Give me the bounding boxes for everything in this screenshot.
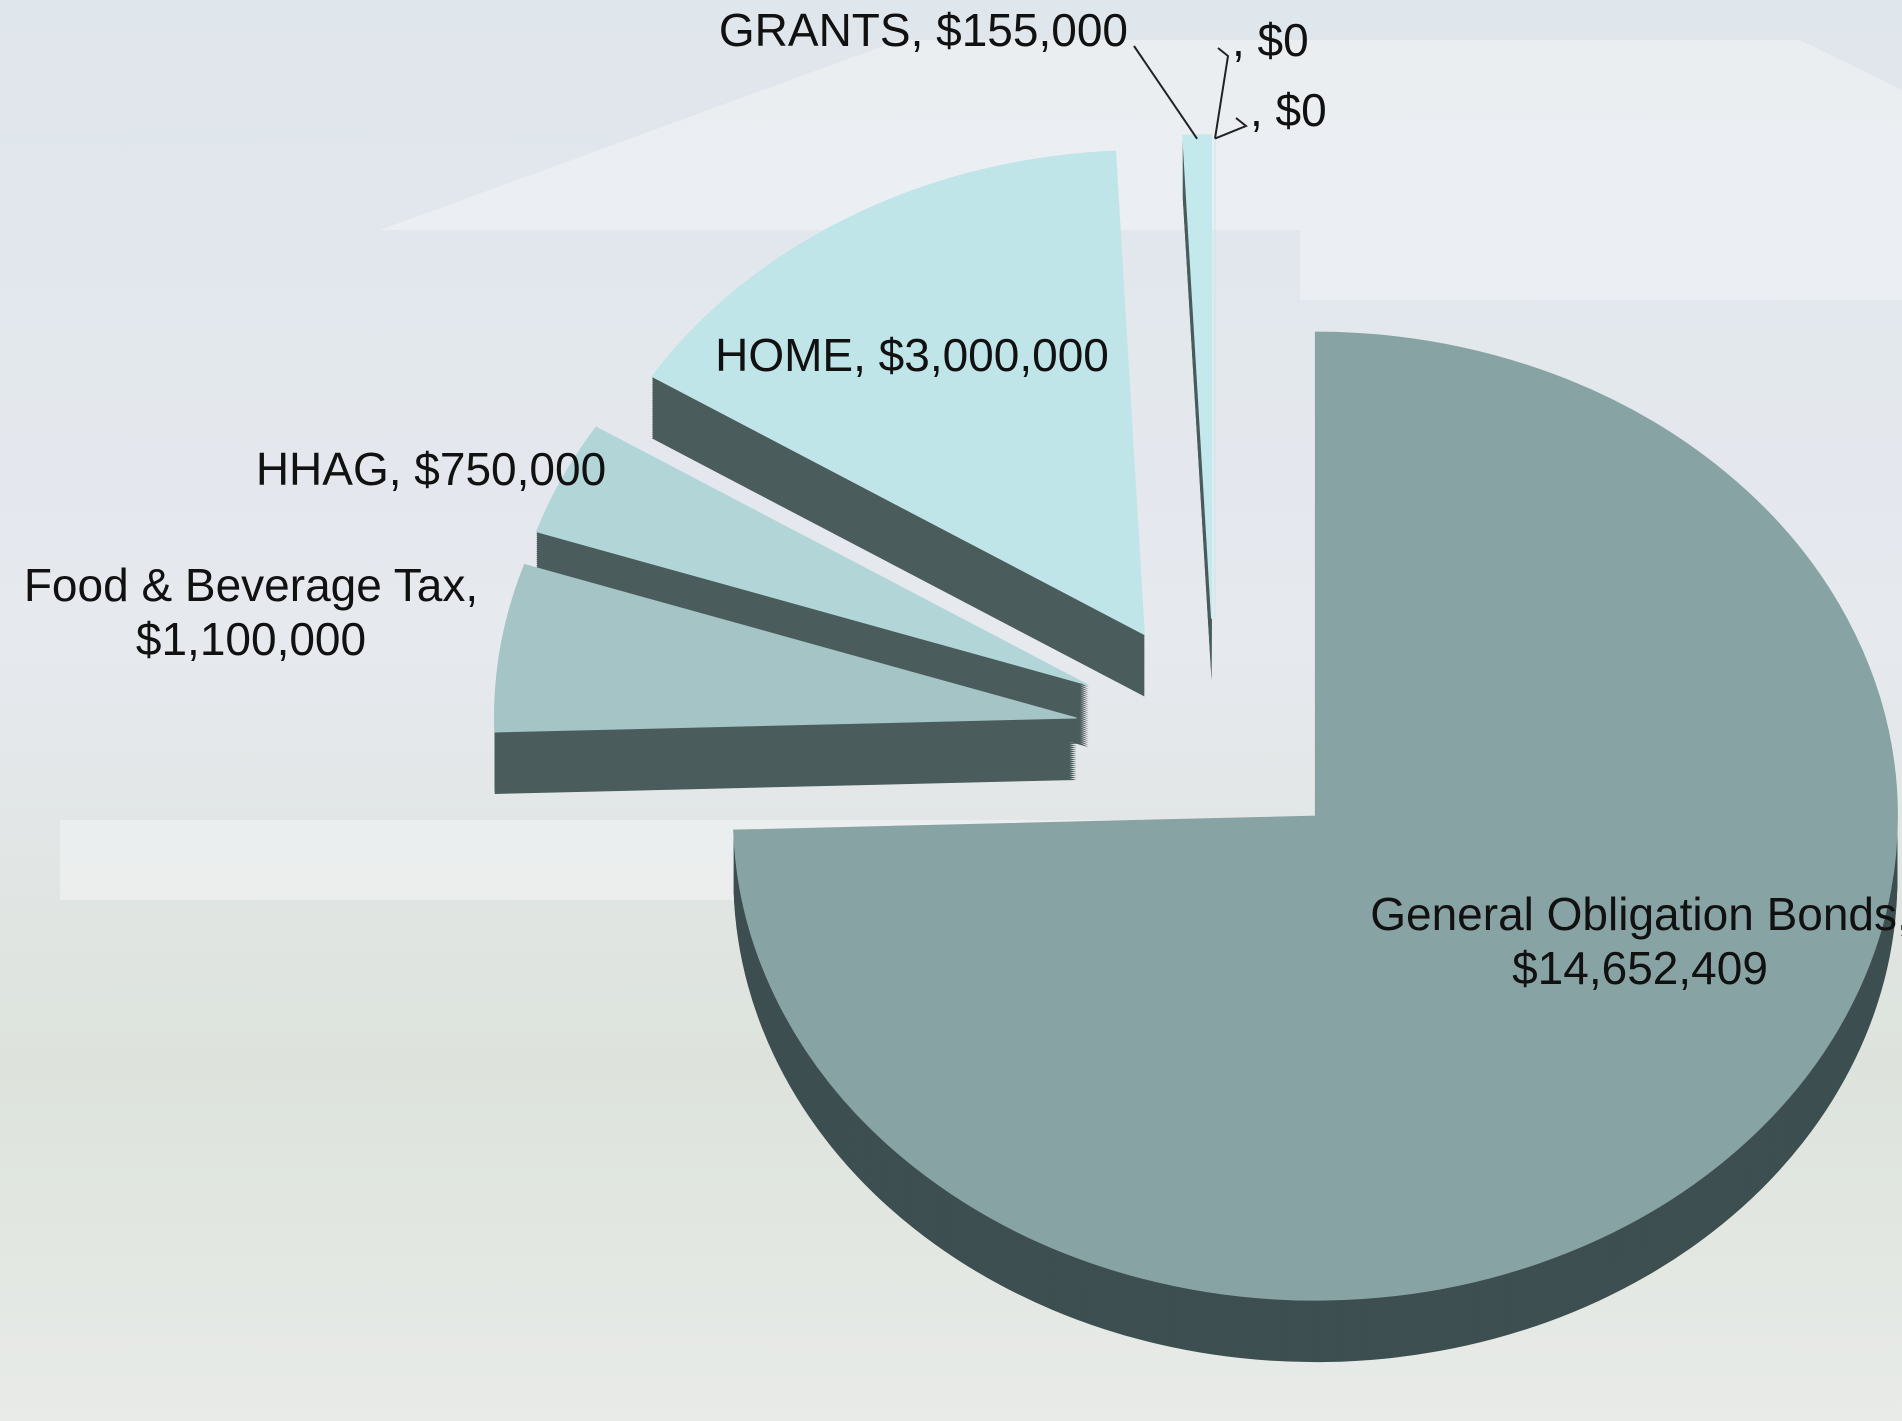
data-label: HOME, $3,000,000 [715, 329, 1109, 381]
data-label-line: General Obligation Bonds, [1370, 888, 1902, 940]
chart: General Obligation Bonds,$14,652,409 Food… [0, 0, 1902, 1421]
data-label: , $0 [1250, 84, 1327, 136]
data-label-line: $14,652,409 [1512, 942, 1768, 994]
data-label-line: $1,100,000 [136, 613, 366, 665]
data-label: HHAG, $750,000 [256, 443, 606, 495]
data-label: GRANTS, $155,000 [719, 4, 1128, 56]
data-label: , $0 [1232, 14, 1309, 66]
data-label-line: Food & Beverage Tax, [24, 559, 478, 611]
